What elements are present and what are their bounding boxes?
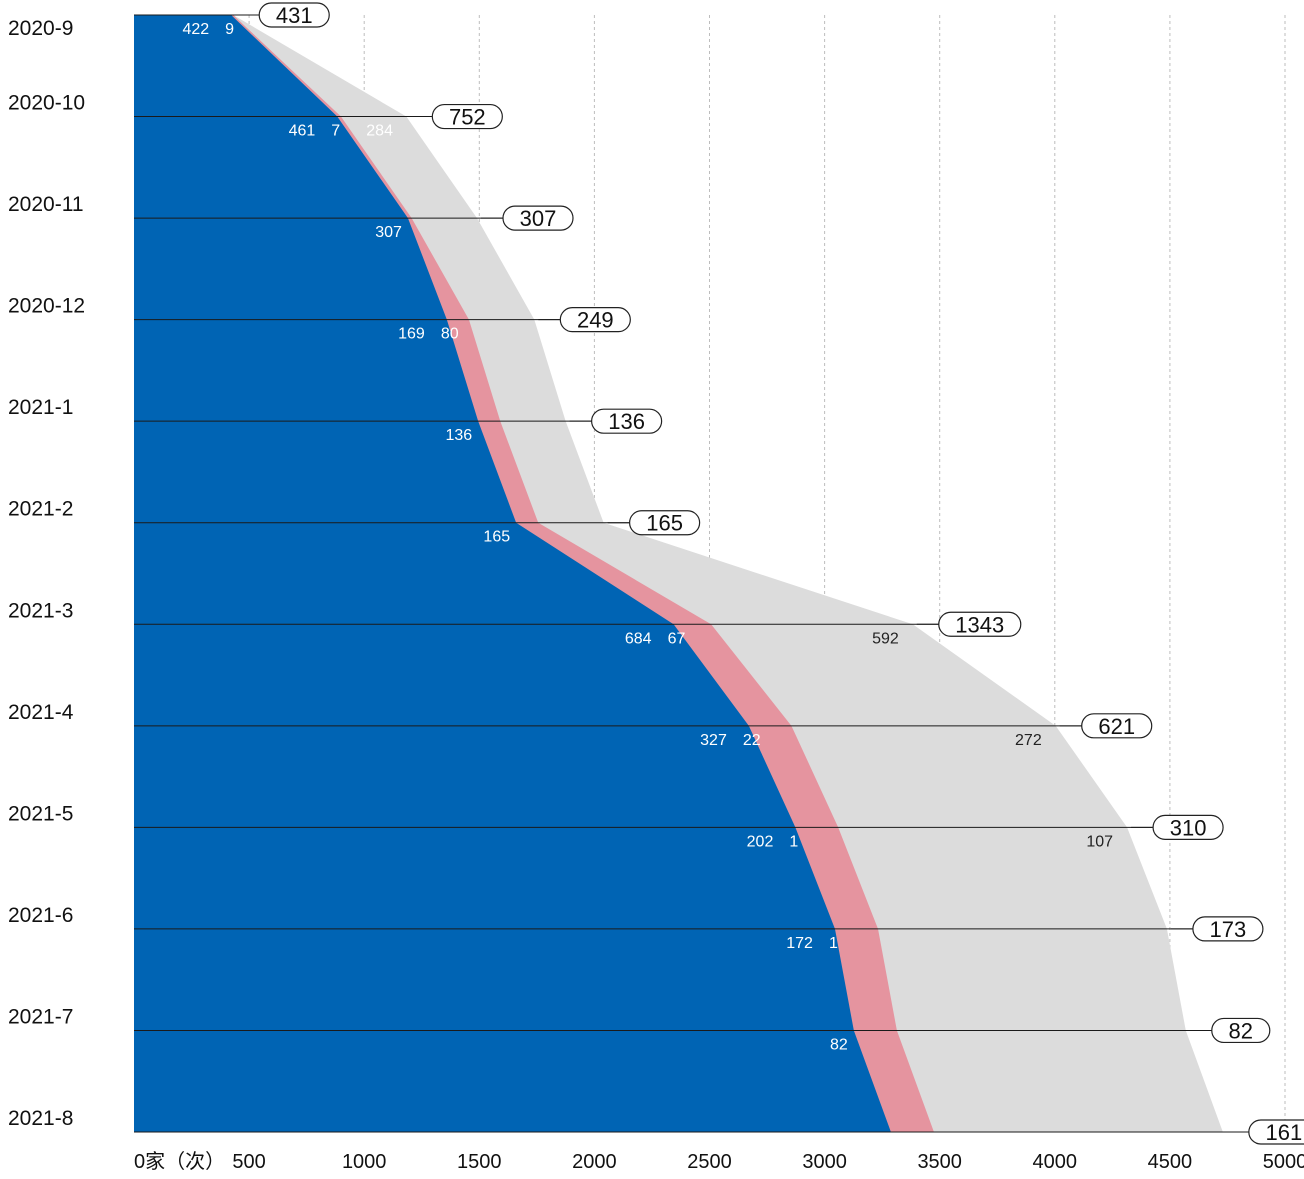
total-pill-2021-8 bbox=[1248, 1119, 1304, 1145]
total-pill-2020-12 bbox=[559, 307, 631, 333]
total-label-2021-4: 621 bbox=[1098, 714, 1135, 739]
total-label-2021-2: 165 bbox=[646, 511, 683, 536]
x-tick-label-4000: 4000 bbox=[1033, 1151, 1078, 1173]
month-label-2020-12: 2020-12 bbox=[8, 295, 85, 318]
series-1-label-2021-7: 82 bbox=[830, 1036, 848, 1053]
series-2-label-2020-10: 7 bbox=[331, 123, 340, 140]
series-3-label-2020-10: 284 bbox=[366, 123, 393, 140]
series-1-label-2020-9: 422 bbox=[182, 21, 209, 38]
total-label-2021-7: 82 bbox=[1229, 1018, 1253, 1043]
series-2-label-2021-6: 1 bbox=[829, 935, 838, 952]
series-1-label-2021-5: 202 bbox=[747, 833, 774, 850]
month-label-2021-5: 2021-5 bbox=[8, 802, 73, 825]
series-2-label-2021-4: 22 bbox=[743, 732, 761, 749]
series-1-label-2021-2: 165 bbox=[483, 529, 510, 546]
x-tick-label-4500: 4500 bbox=[1148, 1151, 1193, 1173]
x-tick-label-500: 500 bbox=[232, 1151, 265, 1173]
series-2-label-2021-5: 1 bbox=[789, 833, 798, 850]
total-pill-2020-11 bbox=[502, 205, 574, 231]
series-1-label-2021-1: 136 bbox=[445, 427, 472, 444]
series-1-label-2021-6: 172 bbox=[786, 935, 813, 952]
month-label-2020-11: 2020-11 bbox=[8, 193, 84, 216]
total-pill-2021-5 bbox=[1152, 814, 1224, 840]
total-pill-2021-3 bbox=[938, 611, 1022, 637]
total-label-2020-12: 249 bbox=[577, 308, 614, 333]
series-1-label-2020-12: 169 bbox=[398, 326, 425, 343]
total-pill-2020-10 bbox=[431, 103, 503, 130]
series-3-label-2021-5: 107 bbox=[1086, 833, 1113, 850]
total-label-2021-3: 1343 bbox=[955, 612, 1004, 637]
x-tick-label-2500: 2500 bbox=[687, 1151, 732, 1173]
series-1-label-2021-3: 684 bbox=[625, 630, 652, 647]
month-label-2021-6: 2021-6 bbox=[8, 904, 73, 927]
total-pill-2021-1 bbox=[591, 408, 663, 434]
total-label-2020-10: 752 bbox=[449, 105, 486, 130]
total-label-2020-11: 307 bbox=[520, 206, 557, 231]
total-pill-2021-4 bbox=[1081, 713, 1153, 739]
total-pill-2021-6 bbox=[1192, 916, 1264, 942]
x-tick-label-5000: 5000 bbox=[1263, 1151, 1304, 1173]
series-1-label-2020-10: 461 bbox=[289, 123, 316, 140]
month-label-2021-1: 2021-1 bbox=[8, 396, 73, 419]
series-1-label-2021-8: 161 bbox=[858, 1138, 885, 1155]
x-tick-label-1000: 1000 bbox=[342, 1151, 387, 1173]
month-label-2021-3: 2021-3 bbox=[8, 599, 73, 622]
month-label-2020-10: 2020-10 bbox=[8, 92, 85, 115]
series-2-label-2020-12: 80 bbox=[441, 326, 459, 343]
total-label-2021-1: 136 bbox=[608, 409, 645, 434]
x-tick-label-0: 0家（次） bbox=[134, 1150, 225, 1173]
total-label-2021-6: 173 bbox=[1210, 917, 1247, 942]
total-pill-2021-7 bbox=[1211, 1017, 1271, 1044]
month-label-2021-8: 2021-8 bbox=[8, 1107, 73, 1130]
total-pill-2021-2 bbox=[629, 510, 701, 536]
month-label-2021-2: 2021-2 bbox=[8, 498, 73, 521]
series-1-label-2021-4: 327 bbox=[700, 732, 727, 749]
month-label-2021-7: 2021-7 bbox=[8, 1005, 73, 1028]
month-label-2021-4: 2021-4 bbox=[8, 701, 74, 724]
x-tick-label-2000: 2000 bbox=[572, 1151, 617, 1173]
series-2-label-2021-3: 67 bbox=[668, 630, 686, 647]
series-3-label-2021-4: 272 bbox=[1015, 732, 1042, 749]
x-tick-label-3500: 3500 bbox=[917, 1151, 962, 1173]
x-tick-label-3000: 3000 bbox=[802, 1151, 847, 1173]
total-label-2021-5: 310 bbox=[1170, 815, 1207, 840]
total-label-2021-8: 161 bbox=[1265, 1120, 1302, 1145]
series-1-area bbox=[134, 15, 891, 1132]
month-label-2020-9: 2020-9 bbox=[8, 17, 73, 40]
total-pill-2020-9 bbox=[258, 2, 330, 28]
series-2-label-2020-9: 9 bbox=[225, 21, 234, 38]
series-3-label-2021-3: 592 bbox=[872, 630, 899, 647]
series-1-label-2020-11: 307 bbox=[375, 224, 402, 241]
x-tick-label-1500: 1500 bbox=[457, 1151, 502, 1173]
total-label-2020-9: 431 bbox=[276, 3, 313, 28]
